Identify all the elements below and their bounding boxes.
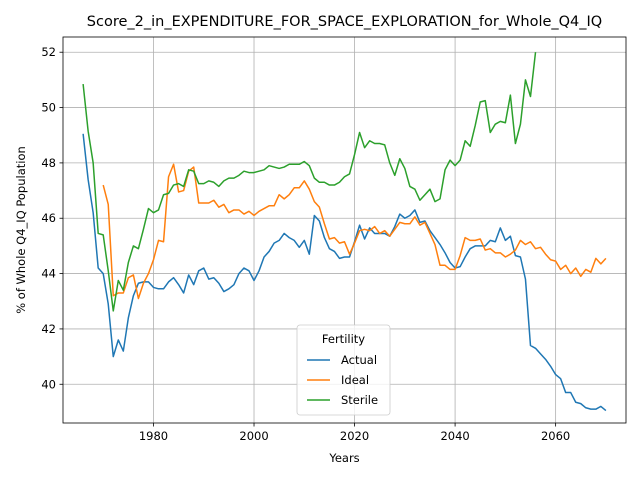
y-axis-ticks: 40 42 44 46 48 50 52: [41, 45, 63, 391]
legend: Fertility Actual Ideal Sterile: [296, 324, 391, 416]
legend-title: Fertility: [322, 332, 365, 346]
series-line-sterile: [82, 52, 537, 312]
series-lines: [82, 52, 607, 412]
x-tick-label: 2060: [541, 429, 570, 443]
y-tick-label: 48: [41, 156, 56, 170]
chart-title: Score_2_in_EXPENDITURE_FOR_SPACE_EXPLORA…: [87, 14, 602, 30]
x-tick-label: 1980: [139, 429, 168, 443]
y-tick-label: 52: [41, 45, 56, 59]
x-axis-ticks: 1980 2000 2020 2040 2060: [139, 423, 570, 443]
x-tick-label: 2000: [239, 429, 268, 443]
y-tick-label: 46: [41, 211, 56, 225]
x-axis-label: Years: [328, 451, 359, 465]
x-tick-label: 2020: [340, 429, 369, 443]
legend-label-ideal: Ideal: [341, 373, 369, 387]
series-line-actual: [82, 133, 607, 412]
legend-label-sterile: Sterile: [341, 393, 378, 407]
x-tick-label: 2040: [440, 429, 469, 443]
legend-box: [296, 324, 391, 416]
y-tick-label: 44: [41, 267, 56, 281]
y-axis-label: % of Whole Q4_IQ Population: [14, 146, 28, 314]
y-tick-label: 42: [41, 322, 56, 336]
plot-frame: [62, 36, 627, 424]
grid: [63, 37, 626, 423]
legend-label-actual: Actual: [341, 353, 377, 367]
legend-entries: Actual Ideal Sterile: [307, 353, 378, 407]
y-tick-label: 50: [41, 101, 56, 115]
y-tick-label: 40: [41, 377, 56, 391]
